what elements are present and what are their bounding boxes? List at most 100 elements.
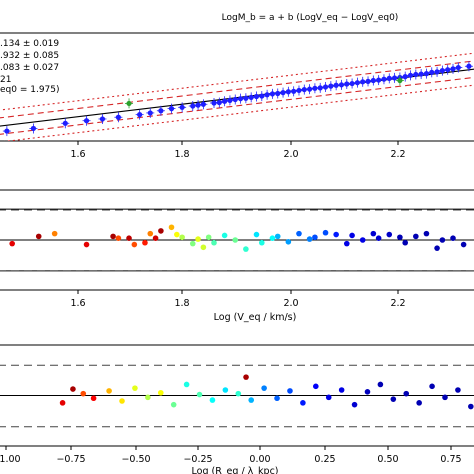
radius-residual-ticks: −1.00 −0.75 −0.50 −0.25 0.00 0.25 0.50 0.75 xyxy=(0,446,462,465)
velocity-x-axis-label: Log (V_eq / km/s) xyxy=(214,312,297,323)
radius-residual-point xyxy=(235,390,242,397)
fit-data-point xyxy=(301,86,307,93)
velocity-residual-point xyxy=(423,230,430,237)
fit-data-point xyxy=(429,69,435,75)
radius-residual-point xyxy=(119,398,125,404)
fit-data-point xyxy=(264,92,270,98)
radius-residual-tick-label: 0.00 xyxy=(249,454,270,465)
fit-data-point xyxy=(365,78,371,84)
outlier-point xyxy=(397,77,403,84)
fit-data-point xyxy=(312,85,318,91)
velocity-residual-point xyxy=(359,237,366,243)
radius-residual-point xyxy=(274,395,280,402)
velocity-residual-point xyxy=(142,239,148,246)
radius-residual-point xyxy=(351,401,358,408)
radius-residual-panel-frame xyxy=(0,344,474,447)
velocity-residual-point xyxy=(115,235,122,241)
velocity-residual-panel-frame xyxy=(0,189,474,291)
velocity-residual-point xyxy=(51,230,58,237)
radius-residual-point xyxy=(416,400,422,406)
fit-data-point xyxy=(291,88,297,94)
fit-data-point xyxy=(237,96,244,102)
radius-residual-point xyxy=(243,374,249,380)
radius-residual-point xyxy=(442,394,448,401)
fit-panel: LogM_b = a + b (LogV_eq − LogV_eq0) .134… xyxy=(0,13,474,160)
velocity-residual-point xyxy=(205,234,212,241)
fit-data-point xyxy=(344,81,350,87)
fit-data-point xyxy=(349,80,355,87)
fit-data-point xyxy=(402,74,408,80)
velocity-residual-point xyxy=(274,233,281,240)
radius-residual-point xyxy=(364,389,371,395)
fit-panel-tick-label: 2.2 xyxy=(390,149,405,160)
fit-data-point xyxy=(275,90,281,97)
velocity-residual-point xyxy=(434,245,440,251)
velocity-residual-ticks: 1.6 1.8 2.0 2.2 xyxy=(70,290,406,309)
fit-data-point xyxy=(386,75,392,81)
fit-data-point xyxy=(391,75,398,81)
radius-residual-point xyxy=(70,386,76,392)
radius-residual-point xyxy=(468,403,474,410)
fit-data-point xyxy=(307,86,313,92)
velocity-residual-point xyxy=(200,244,207,251)
radius-residual-point xyxy=(300,400,306,406)
fit-data-point xyxy=(190,103,196,109)
radius-residual-point xyxy=(338,387,345,393)
fit-data-point xyxy=(243,95,249,101)
radius-residual-point xyxy=(325,394,332,401)
velocity-residual-point xyxy=(259,239,265,246)
velocity-residual-tick-label: 1.6 xyxy=(70,298,85,309)
radius-residual-point xyxy=(170,401,177,408)
fit-data-point xyxy=(381,76,387,82)
fit-data-point xyxy=(211,100,217,106)
velocity-residual-point xyxy=(195,236,201,242)
radius-residual-tick-label: −0.75 xyxy=(56,454,85,465)
fit-data-point xyxy=(439,67,445,74)
radius-residual-point xyxy=(183,381,190,388)
radius-residual-point xyxy=(287,388,293,394)
velocity-residual-tick-label: 2.2 xyxy=(390,298,405,309)
fit-band-line xyxy=(4,84,474,141)
velocity-residual-point xyxy=(370,230,377,237)
radius-residual-point xyxy=(157,389,164,396)
velocity-residual-point xyxy=(322,229,329,236)
stat-line-3: .083 ± 0.027 xyxy=(0,63,59,73)
fit-data-point xyxy=(328,83,334,89)
fit-data-point xyxy=(280,90,286,96)
velocity-residual-panel: 1.6 1.8 2.0 2.2 Log (V_eq / km/s) xyxy=(0,189,474,323)
fit-data-point xyxy=(99,116,106,122)
fit-panel-tick-label: 1.6 xyxy=(70,149,85,160)
fit-data-point xyxy=(137,112,143,118)
radius-residual-point xyxy=(196,391,203,398)
radius-residual-point xyxy=(390,396,397,402)
velocity-residual-point xyxy=(189,240,196,247)
fit-data-point xyxy=(168,106,175,112)
velocity-residual-point xyxy=(131,241,138,248)
radius-residual-tick-label: 0.50 xyxy=(377,454,398,465)
fit-data-point xyxy=(227,97,233,103)
radius-residual-points xyxy=(59,374,474,410)
fit-data-point xyxy=(62,120,68,126)
velocity-residual-point xyxy=(312,234,318,241)
fit-data-point xyxy=(200,101,206,107)
radius-x-axis-label: Log (R_eq / λ_kpc) xyxy=(192,466,279,474)
velocity-residual-points xyxy=(9,224,467,252)
velocity-residual-point xyxy=(397,234,403,241)
radius-residual-tick-label: −0.50 xyxy=(121,454,150,465)
radius-residual-point xyxy=(106,388,112,394)
fit-data-point xyxy=(253,93,260,100)
fit-data-point xyxy=(338,82,345,88)
velocity-residual-point xyxy=(306,236,313,242)
fit-data-point xyxy=(248,94,254,100)
radius-residual-point xyxy=(145,394,151,401)
stat-line-1: .134 ± 0.019 xyxy=(0,39,59,49)
radius-residual-point xyxy=(222,387,229,393)
fit-panel-tick-label: 2.0 xyxy=(283,149,298,160)
velocity-residual-point xyxy=(333,231,339,238)
velocity-residual-point xyxy=(402,239,409,246)
fit-panel-ticks: 1.6 1.8 2.0 2.2 xyxy=(70,141,406,160)
fit-data-point xyxy=(30,125,37,132)
radius-residual-point xyxy=(261,385,267,391)
radius-residual-point xyxy=(248,397,255,403)
velocity-residual-point xyxy=(296,230,302,237)
